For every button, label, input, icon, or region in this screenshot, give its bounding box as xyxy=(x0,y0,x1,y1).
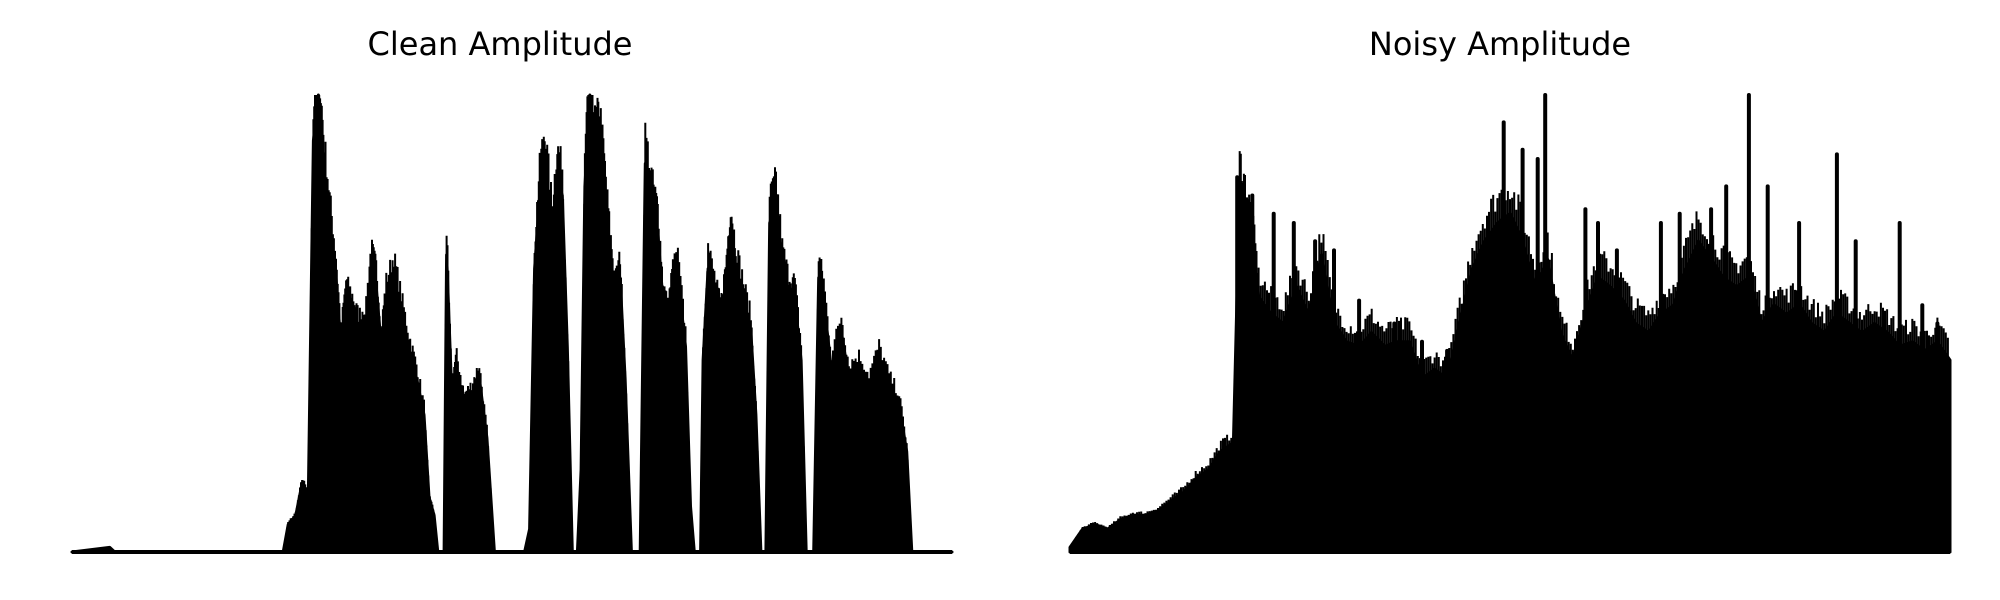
noisy-amplitude-plot xyxy=(1068,93,1952,554)
clean-amplitude-plot xyxy=(70,93,954,554)
chart-title: Noisy Amplitude xyxy=(1368,25,1632,63)
chart-title: Clean Amplitude xyxy=(367,25,633,63)
amplitude-area xyxy=(70,93,954,554)
amplitude-area xyxy=(1068,184,1952,554)
noisy-amplitude-panel: Noisy Amplitude xyxy=(1000,0,2000,600)
amplitude-series xyxy=(1068,93,1952,554)
clean-amplitude-panel: Clean Amplitude xyxy=(70,25,954,554)
amplitude-series xyxy=(70,93,954,554)
amplitude-texture xyxy=(96,95,912,549)
